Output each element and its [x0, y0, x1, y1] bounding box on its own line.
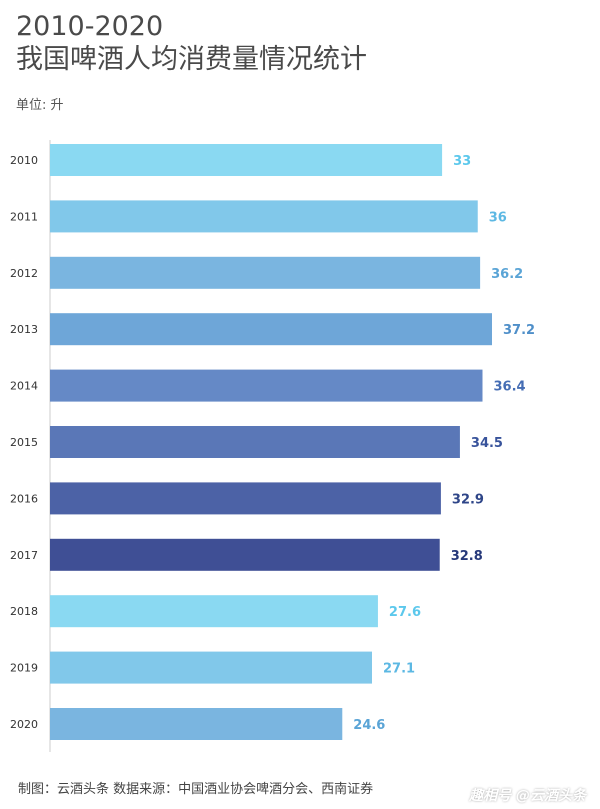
- data-label: 27.6: [389, 605, 421, 620]
- y-tick-label: 2017: [10, 549, 38, 562]
- y-tick-label: 2010: [10, 154, 38, 167]
- chart-title-line-2: 我国啤酒人均消费量情况统计: [16, 44, 367, 75]
- bars-layer: 2010 33 2011 36 2012 36.2 2013 37.2 2014 36.4 2015…: [10, 144, 535, 740]
- bar: [50, 313, 492, 346]
- bar: [50, 708, 343, 740]
- bar: [50, 482, 441, 515]
- bar-chart: 2010 33 2011 36 2012 36.2 2013 37.2 2014 36.4 2015…: [10, 140, 535, 752]
- bar: [50, 200, 478, 233]
- data-label: 36.4: [493, 380, 525, 395]
- data-label: 37.2: [503, 323, 535, 338]
- bar: [50, 144, 443, 176]
- source-footer: 制图：云酒头条 数据来源：中国酒业协会啤酒分会、西南证券: [18, 782, 374, 797]
- y-tick-label: 2020: [10, 718, 38, 731]
- bar: [50, 256, 481, 289]
- unit-label: 单位: 升: [16, 98, 64, 113]
- data-label: 24.6: [353, 718, 385, 733]
- data-label: 32.9: [452, 492, 484, 507]
- y-tick-label: 2015: [10, 436, 38, 449]
- y-tick-label: 2013: [10, 323, 38, 336]
- bar: [50, 651, 372, 684]
- data-label: 33: [453, 154, 471, 169]
- data-label: 36: [489, 210, 507, 225]
- chart-title: 2010-2020 我国啤酒人均消费量情况统计: [16, 10, 367, 76]
- bar: [50, 538, 440, 571]
- data-label: 36.2: [491, 267, 523, 282]
- y-tick-label: 2016: [10, 492, 38, 505]
- data-label: 32.8: [451, 549, 483, 564]
- data-label: 27.1: [383, 662, 415, 677]
- data-label: 34.5: [471, 436, 503, 451]
- y-tick-label: 2012: [10, 267, 38, 280]
- y-tick-label: 2011: [10, 210, 38, 223]
- y-tick-label: 2018: [10, 605, 38, 618]
- bar: [50, 426, 460, 458]
- y-tick-label: 2019: [10, 662, 38, 675]
- bar: [50, 595, 378, 628]
- bar: [50, 369, 483, 402]
- y-tick-label: 2014: [10, 380, 38, 393]
- watermark: 趣相号 @云酒头条: [469, 788, 586, 804]
- chart-title-line-1: 2010-2020: [16, 11, 164, 42]
